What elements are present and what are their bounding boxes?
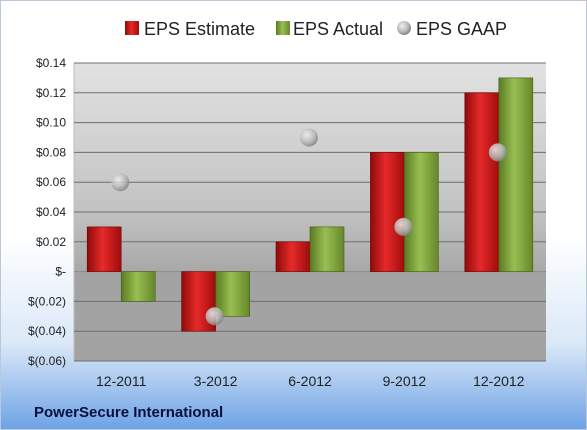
y-tick-label: $0.02 <box>36 235 66 249</box>
gaap-point <box>488 143 507 162</box>
bars <box>86 77 534 332</box>
legend-item-actual: EPS Actual <box>276 19 383 39</box>
legend-label-estimate: EPS Estimate <box>144 19 255 39</box>
y-tick-label: $0.12 <box>36 86 66 100</box>
legend: EPS Estimate EPS Actual EPS GAAP <box>125 19 507 39</box>
y-tick-label: $(0.04) <box>28 324 66 338</box>
legend-swatch-actual <box>276 21 290 35</box>
x-tick-label: 6-2012 <box>288 373 332 389</box>
gaap-points <box>111 128 507 326</box>
bar-estimate <box>464 92 500 272</box>
gaap-point <box>111 173 130 192</box>
bar-estimate <box>370 152 405 272</box>
x-tick-label: 3-2012 <box>194 373 238 389</box>
x-tick-label: 12-2012 <box>473 373 525 389</box>
y-axis-tick-labels: $0.14 $0.12 $0.10 $0.08 $0.06 $0.04 $0.02 $- $(0… <box>28 56 66 368</box>
y-tick-label: $0.08 <box>36 145 66 159</box>
legend-swatch-estimate <box>125 21 139 35</box>
bar-actual <box>215 271 250 317</box>
gaap-point <box>300 128 318 147</box>
legend-label-gaap: EPS GAAP <box>416 19 507 39</box>
legend-item-estimate: EPS Estimate <box>125 19 255 39</box>
bar-actual <box>498 77 534 272</box>
gaap-point <box>394 217 413 236</box>
bar-estimate <box>86 226 122 272</box>
legend-marker-gaap <box>397 21 411 35</box>
bar-actual <box>404 152 439 272</box>
company-name: PowerSecure International <box>34 404 223 421</box>
y-tick-label: $0.10 <box>36 116 66 130</box>
y-tick-label: $- <box>55 265 66 279</box>
y-tick-label: $(0.02) <box>28 294 66 308</box>
gaap-point <box>205 307 224 326</box>
bar-actual <box>309 226 345 272</box>
bar-actual <box>120 271 156 302</box>
y-tick-label: $(0.06) <box>28 354 66 368</box>
bar-estimate <box>275 241 311 272</box>
x-tick-label: 9-2012 <box>383 373 427 389</box>
y-tick-label: $0.06 <box>36 175 66 189</box>
y-tick-label: $0.14 <box>36 56 66 70</box>
y-tick-label: $0.04 <box>36 205 66 219</box>
legend-item-gaap: EPS GAAP <box>397 19 507 39</box>
x-tick-label: 12-2011 <box>96 373 147 389</box>
legend-label-actual: EPS Actual <box>293 19 383 39</box>
x-axis-tick-labels: 12-2011 3-2012 6-2012 9-2012 12-2012 <box>96 373 525 389</box>
